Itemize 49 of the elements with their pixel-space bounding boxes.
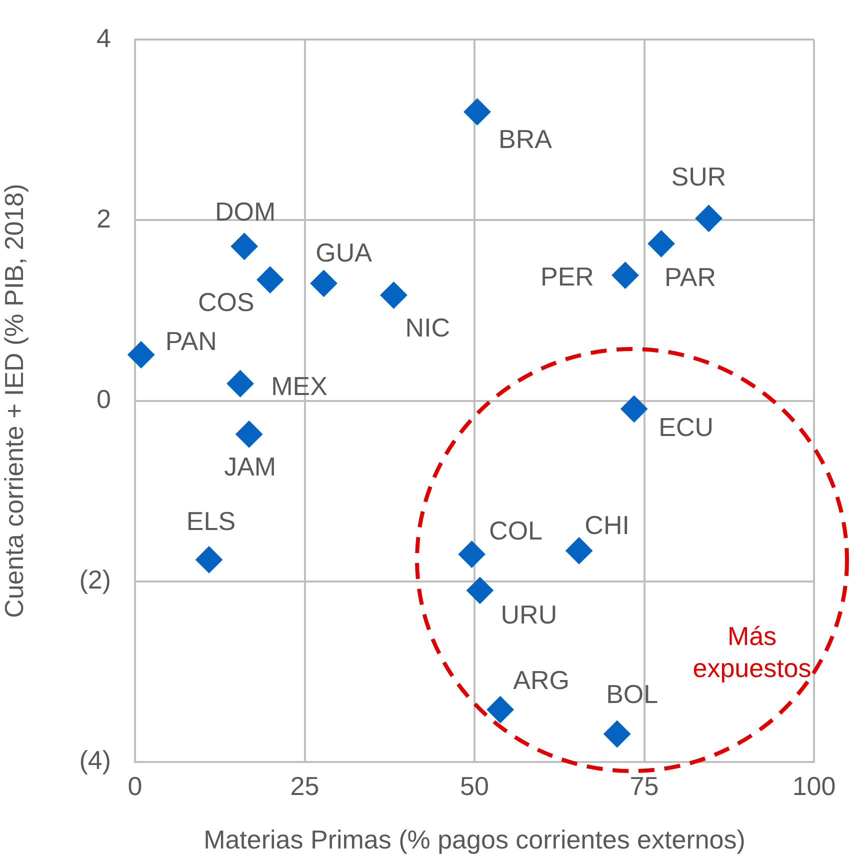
x-tick-label: 25 xyxy=(290,770,320,801)
annotation: ECU xyxy=(658,412,714,442)
point xyxy=(648,230,675,258)
point xyxy=(256,266,284,294)
annotation: BOL xyxy=(606,679,658,710)
y-tick-label: (4) xyxy=(79,745,111,776)
annotation: SUR xyxy=(671,162,726,192)
point xyxy=(458,540,486,568)
point xyxy=(464,98,491,126)
point xyxy=(604,720,631,748)
x-tick-label: 0 xyxy=(128,770,142,801)
x-tick-label: 50 xyxy=(460,770,489,801)
annotation: MEX xyxy=(271,370,328,401)
y-axis-title: Cuenta corriente + IED (% PIB, 2018) xyxy=(0,184,29,618)
annotation: NIC xyxy=(405,312,450,342)
point xyxy=(486,696,514,724)
annotation: COS xyxy=(198,286,254,317)
annotation: PAN xyxy=(165,326,217,356)
annotation: GUA xyxy=(316,238,373,268)
annotation: CHI xyxy=(584,510,630,540)
x-axis-title: Materias Primas (% pagos corrientes externos) xyxy=(204,824,746,855)
point xyxy=(230,232,258,260)
point xyxy=(466,576,494,604)
point xyxy=(310,270,338,297)
x-tick-label: 75 xyxy=(630,770,659,801)
point xyxy=(620,395,648,422)
point xyxy=(196,546,223,574)
y-tick-label: 2 xyxy=(96,203,111,234)
point xyxy=(236,420,263,448)
annotation: Más expuestos xyxy=(692,620,812,684)
annotation: DOM xyxy=(214,196,276,227)
point xyxy=(612,262,639,289)
point xyxy=(226,370,254,398)
point xyxy=(566,537,593,564)
annotation: BRA xyxy=(498,124,553,154)
annotation: PAR xyxy=(664,262,716,292)
x-tick-label: 100 xyxy=(792,770,836,801)
y-tick-label: 4 xyxy=(96,22,111,53)
annotation: COL xyxy=(489,515,543,546)
annotation: URU xyxy=(500,600,558,630)
point xyxy=(695,204,722,232)
y-tick-label: (2) xyxy=(79,564,111,595)
annotation: PER xyxy=(540,261,594,292)
y-tick-label: 0 xyxy=(96,384,111,414)
point xyxy=(128,341,155,368)
annotation: JAM xyxy=(224,451,276,482)
point xyxy=(380,282,408,309)
annotation: ELS xyxy=(186,506,236,536)
annotation: ARG xyxy=(513,664,570,695)
